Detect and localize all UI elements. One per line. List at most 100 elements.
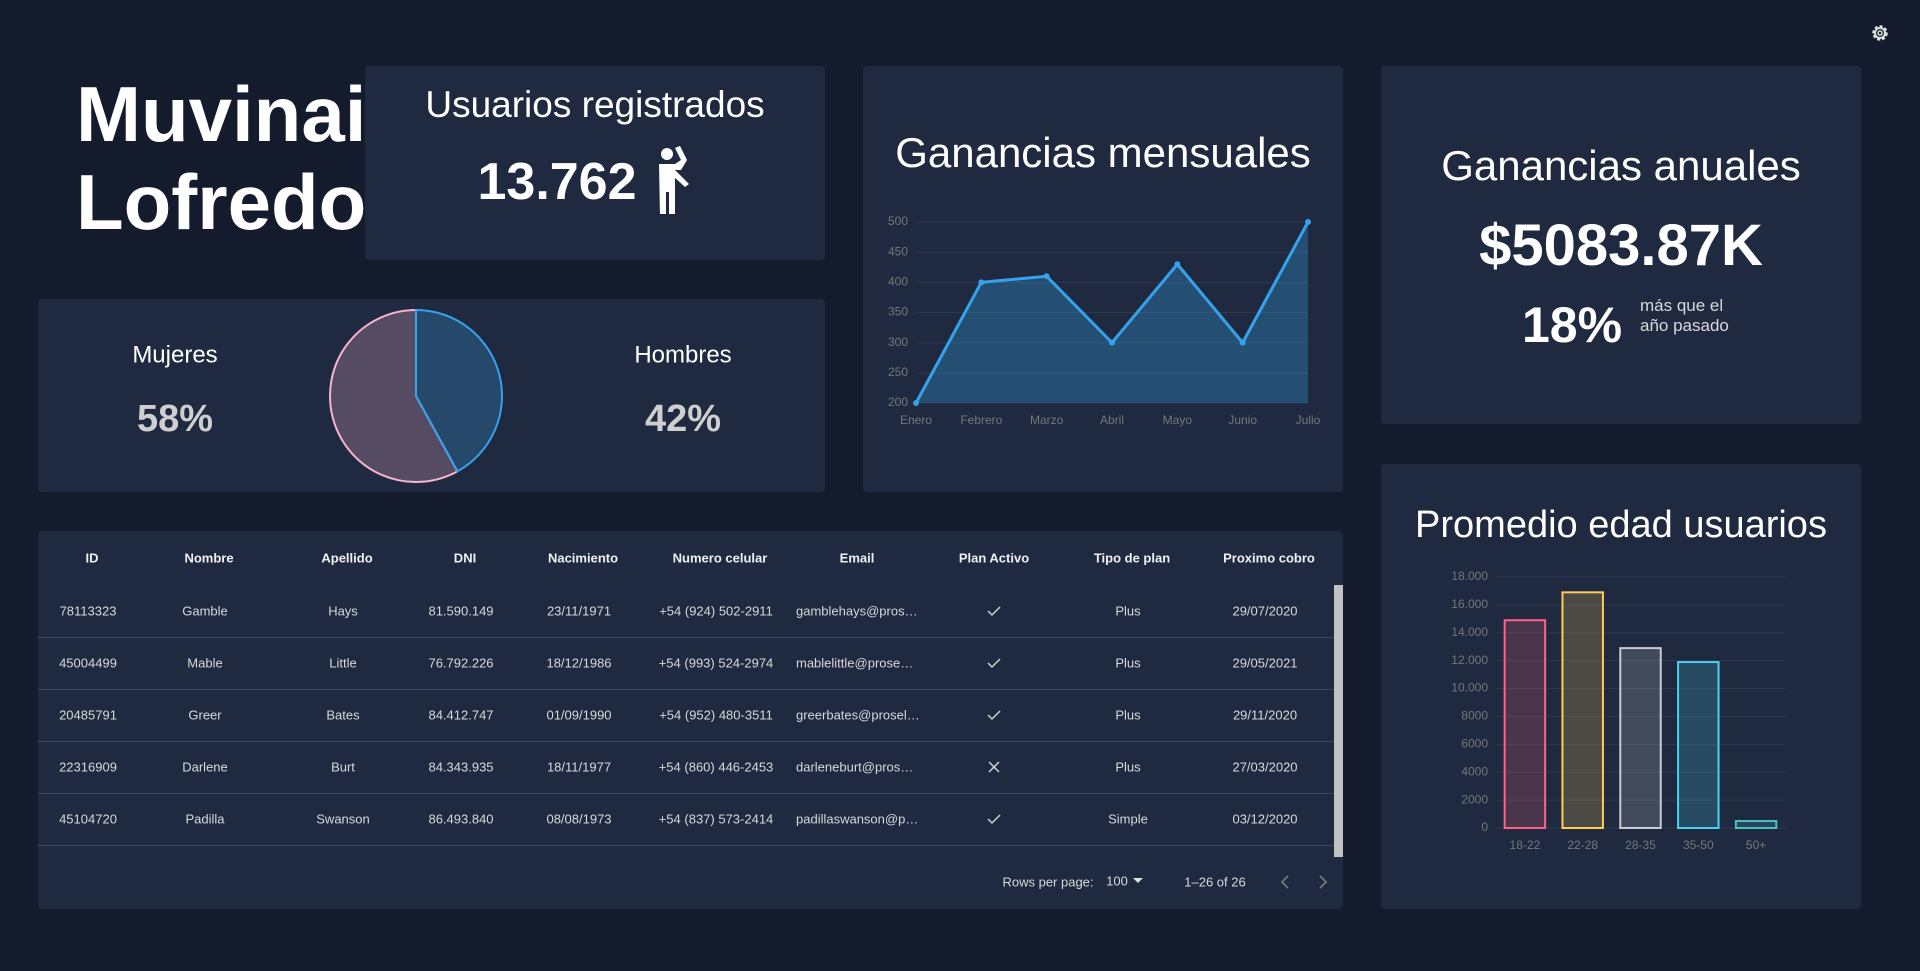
y-tick-label: 10.000 xyxy=(1451,681,1488,695)
users-table: Rows per page: 100 1–26 of 26 ID Nombre Ap… xyxy=(38,531,1343,909)
x-tick-label: 22-28 xyxy=(1567,838,1598,852)
table-cell: 84.343.935 xyxy=(428,759,494,775)
annual-card: Ganancias anuales $5083.87K 18% más que … xyxy=(1381,66,1861,424)
column-header: Nacimiento xyxy=(547,550,619,566)
icon-path xyxy=(987,710,1001,721)
table-cell: 29/11/2020 xyxy=(1232,707,1298,723)
y-tick-label: 12.000 xyxy=(1451,653,1488,667)
icon-path xyxy=(988,761,1000,773)
x-tick-label: 35-50 xyxy=(1683,838,1714,852)
icon-path xyxy=(987,814,1001,825)
table-cell: Plus xyxy=(1115,655,1141,671)
bar-chart: Promedio edad usuarios 0 2000 4000 6000 8000 1… xyxy=(1415,504,1827,852)
table-cell: 20485791 xyxy=(59,707,117,723)
line-point xyxy=(913,400,919,406)
table-cell: 29/07/2020 xyxy=(1232,603,1298,619)
column-header: Proximo cobro xyxy=(1223,550,1315,566)
x-tick-label: Febrero xyxy=(960,413,1002,427)
column-header: Nombre xyxy=(184,550,234,566)
line-chart: Ganancias mensuales 200 250 300 350 400 450 500… xyxy=(888,129,1321,427)
chart-title: Promedio edad usuarios xyxy=(1415,504,1827,546)
line-point xyxy=(978,279,985,286)
y-tick-label: 500 xyxy=(888,214,908,228)
bar xyxy=(1677,661,1720,829)
table-cell: 03/12/2020 xyxy=(1232,811,1298,827)
table-cell: darleneburt@pros… xyxy=(796,759,914,775)
table-cell: 76.792.226 xyxy=(428,655,494,671)
x-tick-label: 18-22 xyxy=(1510,838,1541,852)
line-point xyxy=(1109,339,1115,346)
table-cell: Gamble xyxy=(182,603,228,619)
pie-value-label: 58% xyxy=(137,398,213,440)
table-cell: Bates xyxy=(326,707,360,723)
table-cell: 27/03/2020 xyxy=(1232,759,1298,775)
y-tick-label: 0 xyxy=(1481,820,1488,834)
table-cell: 23/11/1971 xyxy=(546,603,612,619)
x-tick-label: 50+ xyxy=(1746,838,1766,852)
column-header: Email xyxy=(839,550,875,566)
x-tick-label: Enero xyxy=(900,413,932,427)
bar xyxy=(1734,820,1778,829)
card-title: Usuarios registrados xyxy=(425,84,765,125)
table-cell: +54 (860) 446-2453 xyxy=(658,759,774,775)
table-cell: 45104720 xyxy=(59,811,117,827)
table-cell: Little xyxy=(329,655,357,671)
annual-amount: $5083.87K xyxy=(1479,213,1763,278)
table-cell: 01/09/1990 xyxy=(546,707,612,723)
table-cell: 29/05/2021 xyxy=(1232,655,1298,671)
row-divider xyxy=(38,741,1334,742)
y-tick-label: 2000 xyxy=(1461,792,1488,806)
x-tick-label: 28-35 xyxy=(1625,838,1656,852)
note-line: año pasado xyxy=(1640,316,1729,335)
y-tick-label: 300 xyxy=(888,335,908,349)
table-cell: 81.590.149 xyxy=(428,603,494,619)
y-tick-label: 18.000 xyxy=(1451,569,1488,583)
page-range: 1–26 of 26 xyxy=(1184,874,1246,890)
line-point xyxy=(1239,339,1246,346)
table-cell: 78113323 xyxy=(59,603,117,619)
table-cell: gamblehays@pros… xyxy=(796,603,918,619)
table-cell: Plus xyxy=(1115,603,1141,619)
y-tick-label: 450 xyxy=(888,244,908,258)
line-area xyxy=(916,222,1308,403)
table-cell: Swanson xyxy=(316,811,370,827)
table-cell: Plus xyxy=(1115,759,1141,775)
row-divider xyxy=(38,793,1334,794)
annual-growth: 18% xyxy=(1521,297,1623,353)
users-card: Usuarios registrados 13.762 xyxy=(365,66,825,260)
table-cell: 45004499 xyxy=(59,655,117,671)
table-cell: 18/12/1986 xyxy=(546,655,612,671)
pie-chart: Mujeres 58% Hombres 42% xyxy=(132,308,732,483)
next-page[interactable] xyxy=(1316,874,1330,890)
line-point xyxy=(1305,219,1311,225)
y-tick-label: 16.000 xyxy=(1451,597,1488,611)
pie-slice xyxy=(329,308,459,483)
pie-value-label: 42% xyxy=(645,398,721,440)
table-cell: Padilla xyxy=(185,811,225,827)
settings-icon[interactable] xyxy=(1868,21,1892,45)
table-cell: Burt xyxy=(331,759,355,775)
prev-page[interactable] xyxy=(1278,874,1292,890)
table-cell: padillaswanson@p… xyxy=(796,811,919,827)
table-cell: Plus xyxy=(1115,707,1141,723)
table-cell: 86.493.840 xyxy=(428,811,494,827)
y-tick-label: 200 xyxy=(888,395,908,409)
bar xyxy=(1561,591,1604,829)
line-point xyxy=(1043,273,1050,280)
table-cell: Darlene xyxy=(182,759,228,775)
line-point xyxy=(1174,261,1181,268)
table-cell: 22316909 xyxy=(59,759,117,775)
table-cell: +54 (837) 573-2414 xyxy=(658,811,774,827)
table-cell: 84.412.747 xyxy=(428,707,494,723)
scrollbar[interactable] xyxy=(1334,585,1343,857)
table-cell: +54 (952) 480-3511 xyxy=(659,707,773,723)
bar xyxy=(1503,619,1547,829)
users-count: 13.762 xyxy=(477,153,637,211)
select-arrow[interactable] xyxy=(1133,877,1143,885)
pie-slice xyxy=(415,308,503,473)
y-tick-label: 14.000 xyxy=(1451,625,1488,639)
rows-per-page-select[interactable]: 100 xyxy=(1106,873,1128,889)
x-tick-label: Mayo xyxy=(1163,413,1193,427)
